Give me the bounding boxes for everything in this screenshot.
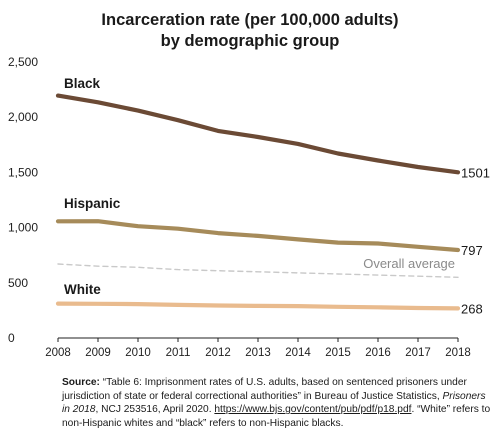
series-line-hispanic	[55, 219, 461, 253]
source-text-2: , NCJ 253516, April 2020.	[95, 404, 215, 416]
series-name-label: Black	[64, 76, 101, 91]
series-line-overall-average	[57, 263, 459, 278]
x-tick-label: 2011	[166, 347, 191, 359]
series-end-value-label: 797	[461, 243, 483, 258]
x-tick-label: 2013	[245, 347, 271, 359]
x-tick-label: 2018	[445, 347, 471, 359]
x-tick-label: 2015	[325, 347, 351, 359]
series-name-label: Overall average	[363, 256, 455, 271]
series-layer	[55, 93, 461, 311]
series-line-white	[55, 301, 461, 311]
x-tick-label: 2017	[405, 347, 431, 359]
series-name-label: Hispanic	[64, 196, 121, 211]
source-publication: Prisoners in 2018	[62, 390, 486, 416]
series-name-label: White	[64, 282, 101, 297]
x-tick-label: 2014	[285, 347, 311, 359]
series-end-value-label: 268	[461, 301, 483, 316]
source-note: Source: “Table 6: Imprisonment rates of …	[62, 376, 494, 430]
series-end-value-label: 1501	[461, 165, 490, 180]
x-tick-label: 2012	[205, 347, 231, 359]
y-tick-label: 500	[8, 276, 28, 290]
y-tick-label: 2,000	[8, 110, 38, 124]
source-text-3: . “White” refers to non-Hispanic whites …	[62, 404, 491, 429]
source-text-1: “Table 6: Imprisonment rates of U.S. adu…	[62, 377, 467, 402]
y-tick-label: 1,000	[8, 221, 38, 235]
y-tick-label: 2,500	[8, 55, 38, 69]
series-line-black	[55, 93, 461, 175]
source-link[interactable]: https://www.bjs.gov/content/pub/pdf/p18.…	[214, 404, 412, 416]
source-label: Source:	[62, 377, 100, 388]
y-tick-label: 0	[8, 331, 15, 345]
axes: 0 500 1,000 1,500 2,000 2,500 2008 2009 2010 2011…	[8, 55, 471, 359]
x-tick-label: 2009	[85, 347, 111, 359]
y-tick-label: 1,500	[8, 165, 38, 179]
label-layer: Black 1501 Hispanic 797 Overall average White…	[64, 76, 490, 316]
chart-title-line-1: Incarceration rate (per 100,000 adults)	[101, 11, 399, 29]
x-tick-label: 2016	[365, 347, 391, 359]
x-tick-label: 2008	[45, 347, 71, 359]
x-tick-label: 2010	[125, 347, 151, 359]
chart-title: Incarceration rate (per 100,000 adults) …	[0, 10, 500, 52]
chart-title-line-2: by demographic group	[160, 32, 340, 50]
